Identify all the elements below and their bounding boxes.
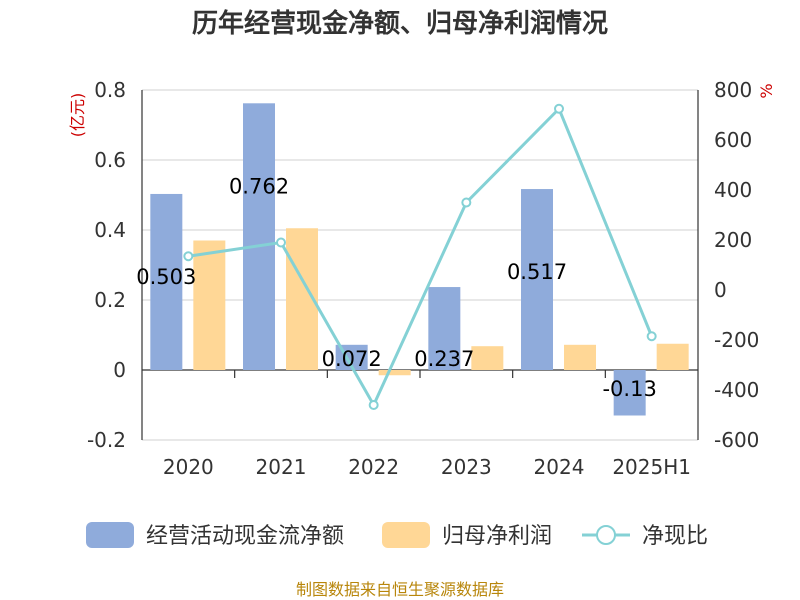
profit-bar	[471, 346, 504, 370]
left-axis-unit: (亿元)	[68, 93, 87, 138]
ratio-point	[368, 400, 379, 410]
left-tick-label: -0.2	[87, 428, 126, 452]
source-note: 制图数据来自恒生聚源数据库	[296, 580, 504, 599]
profit-bar	[656, 343, 689, 370]
axes: -0.2 0 0.2 0.4 0.6 0.8 -600 -400 -200 0 200 400 600 8…	[68, 78, 776, 479]
cash-bar	[521, 189, 553, 370]
ratio-point	[646, 331, 657, 342]
cash-data-label: 0.517	[507, 260, 567, 284]
legend-label: 净现比	[642, 524, 708, 549]
x-tick-label: 2022	[348, 455, 399, 479]
ratio-point	[183, 251, 194, 262]
x-tick-label: 2024	[534, 455, 585, 479]
right-axis-unit: %	[757, 83, 776, 98]
profit-bar	[564, 344, 596, 370]
cash-bar	[428, 287, 461, 370]
x-tick-label: 2025H1	[612, 455, 691, 479]
legend-swatch	[382, 522, 430, 548]
legend-point-swatch	[596, 525, 616, 545]
right-tick-label: -400	[714, 378, 759, 402]
right-tick-label: -600	[714, 428, 759, 452]
left-tick-label: 0.4	[94, 218, 126, 242]
cash-data-label: 0.762	[229, 174, 289, 198]
chart-title: 历年经营现金净额、归母净利润情况	[192, 8, 608, 39]
right-tick-label: 400	[714, 178, 752, 202]
cash-bar	[243, 103, 275, 371]
legend-label: 经营活动现金流净额	[146, 524, 344, 549]
right-tick-label: 800	[714, 78, 752, 102]
data-labels: 0.503 0.762 0.072 0.237 0.517 -0.13	[136, 174, 657, 401]
right-tick-label: 600	[714, 128, 752, 152]
ratio-line	[183, 103, 657, 410]
legend-swatch	[86, 522, 134, 548]
right-tick-label: 200	[714, 228, 752, 252]
left-tick-label: 0.8	[94, 78, 126, 102]
ratio-point	[461, 197, 472, 208]
x-tick-label: 2021	[256, 455, 307, 479]
legend: 经营活动现金流净额 归母净利润 净现比	[86, 522, 708, 549]
right-tick-label: 0	[714, 278, 727, 302]
ratio-line-path	[188, 106, 654, 409]
cash-bar	[150, 193, 183, 370]
profit-bar	[193, 240, 226, 370]
ratio-point	[554, 103, 564, 114]
legend-label: 归母净利润	[442, 524, 552, 549]
gridlines	[142, 89, 698, 441]
left-tick-label: 0.2	[94, 288, 126, 312]
profit-bar	[378, 370, 411, 376]
cash-data-label: 0.237	[414, 347, 474, 371]
right-tick-label: -200	[714, 328, 759, 352]
left-tick-label: 0.6	[94, 148, 126, 172]
x-tick-label: 2020	[163, 455, 214, 479]
cash-data-label: 0.503	[136, 265, 196, 289]
cash-bar	[613, 370, 646, 416]
cash-data-label: -0.13	[602, 377, 656, 401]
ratio-point	[276, 237, 286, 248]
cash-data-label: 0.072	[322, 347, 382, 371]
left-tick-label: 0	[113, 358, 126, 382]
bars	[150, 103, 689, 416]
x-tick-label: 2023	[441, 455, 492, 479]
